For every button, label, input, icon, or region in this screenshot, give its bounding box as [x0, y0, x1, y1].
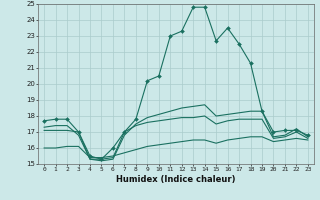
- X-axis label: Humidex (Indice chaleur): Humidex (Indice chaleur): [116, 175, 236, 184]
